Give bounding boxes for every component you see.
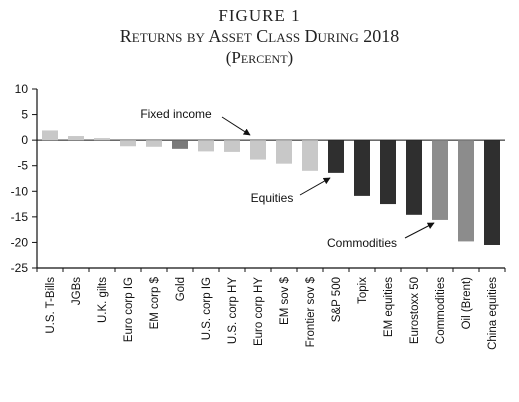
y-tick-label: -20 [11,235,29,249]
y-tick-label: -25 [11,261,29,275]
annotation-arrow [299,177,331,196]
y-tick-label: 10 [15,82,29,96]
x-tick-label: JGBs [71,277,83,305]
y-tick-label: -5 [17,159,28,173]
x-tick-label: U.S. T-Bills [45,277,57,334]
bar [432,140,448,220]
bar [354,140,370,196]
x-tick-label: EM equities [383,277,395,337]
x-axis-labels: U.S. T-Bills JGBs U.K. gilts Euro corp IG EM… [45,276,499,349]
figure-label: FIGURE 1 [218,6,301,25]
x-tick-label: China equities [487,277,499,350]
bar [406,140,422,215]
y-axis: 10 5 0 -5 -10 -15 -20 -25 [11,82,506,275]
bars [42,130,500,245]
x-tick-label: S&P 500 [331,277,343,322]
x-tick-label: EM corp $ [149,276,161,329]
x-tick-label: Frontier sov $ [305,276,317,347]
chart-subtitle: (Percent) [225,48,294,67]
y-tick-label: -10 [11,184,29,198]
bar [94,138,110,141]
x-tick-label: EM sov $ [279,276,291,325]
bar [250,140,266,160]
y-tick-label: 0 [21,133,28,147]
bar [146,140,162,147]
bar [458,140,474,242]
bar [224,140,240,152]
bar [302,140,318,171]
y-tick-label: -15 [11,210,29,224]
x-tick-label: Commodities [435,277,447,344]
annotations: Fixed income Equities Commodities [140,107,435,250]
x-tick-label: Gold [175,277,187,301]
x-tick-label: U.S. corp HY [227,277,239,344]
bar [328,140,344,173]
bar [68,136,84,141]
y-tick-label: 5 [21,108,28,122]
annotation-label: Fixed income [140,107,212,121]
figure-header: FIGURE 1 Returns by Asset Class During 2… [0,6,519,68]
annotation-label: Equities [251,191,294,205]
bar [172,140,188,149]
bar [198,140,214,152]
annotation-arrow [221,116,251,136]
annotation-arrow [404,222,435,239]
bar [276,140,292,164]
x-tick-label: Oil (Brent) [461,277,473,330]
x-tick-label: U.S. corp IG [201,277,213,340]
x-tick-label: U.K. gilts [97,277,109,323]
x-tick-label: Topix [357,277,369,304]
chart-title: Returns by Asset Class During 2018 [119,26,400,46]
x-tick-label: Eurostoxx 50 [409,277,421,344]
x-tick-label: Euro corp IG [123,277,135,342]
bar [380,140,396,205]
bar [484,140,500,245]
bar [42,130,58,141]
x-tick-label: Euro corp HY [253,277,265,346]
annotation-label: Commodities [327,236,397,250]
bar [120,140,136,147]
